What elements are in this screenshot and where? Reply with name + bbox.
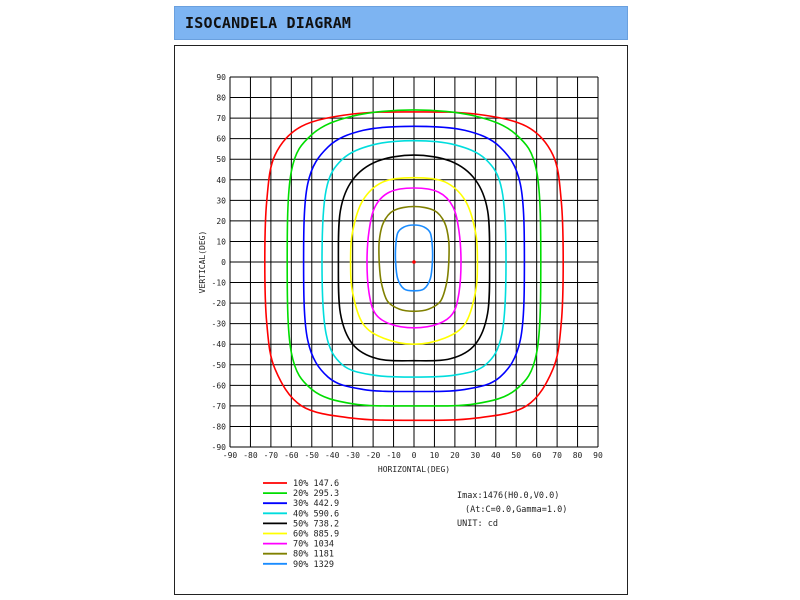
contour-70pct (366, 187, 462, 329)
contour-20pct (286, 109, 542, 407)
x-tick-label: 20 (450, 451, 460, 460)
legend-label: 60% 885.9 (293, 530, 339, 540)
unit-text: UNIT: cd (457, 519, 498, 529)
legend-label: 80% 1181 (293, 550, 334, 560)
max-point-marker (412, 260, 416, 264)
at-text: (At:C=0.0,Gamma=1.0) (465, 505, 567, 515)
contour-30pct (302, 125, 526, 393)
y-tick-label: 10 (216, 237, 226, 246)
y-tick-label: -60 (212, 381, 227, 390)
y-tick-label: -20 (212, 299, 227, 308)
x-tick-label: -10 (386, 451, 401, 460)
y-tick-label: 0 (221, 258, 226, 267)
y-tick-label: -40 (212, 340, 227, 349)
y-tick-label: -70 (212, 402, 227, 411)
x-tick-label: 80 (573, 451, 583, 460)
info-block: Imax:1476(H0.0,V0.0) (At:C=0.0,Gamma=1.0… (457, 491, 567, 529)
y-tick-label: -80 (212, 422, 227, 431)
y-tick-label: -90 (212, 443, 227, 452)
x-tick-label: -90 (223, 451, 238, 460)
y-tick-label: 60 (216, 135, 226, 144)
y-tick-label: 40 (216, 176, 226, 185)
tick-labels: -90 -80 -70 -60 -50 -40 -30 -20 -10 0 10 20 30 40 50 60… (212, 73, 603, 460)
contour-60pct (349, 176, 479, 346)
contour-curves (263, 109, 565, 422)
contour-40pct (321, 139, 507, 378)
legend-label: 40% 590.6 (293, 509, 339, 519)
x-tick-label: -60 (284, 451, 299, 460)
x-tick-label: 10 (430, 451, 440, 460)
x-tick-label: -30 (345, 451, 360, 460)
x-tick-label: -70 (264, 451, 279, 460)
y-tick-label: -50 (212, 361, 227, 370)
y-tick-label: 70 (216, 114, 226, 123)
contour-10pct (263, 111, 565, 422)
x-tick-label: 50 (511, 451, 521, 460)
legend-label: 70% 1034 (293, 540, 334, 550)
x-tick-label: 90 (593, 451, 603, 460)
grid (229, 76, 599, 448)
legend-label: 20% 295.3 (293, 489, 339, 499)
x-tick-label: -80 (243, 451, 258, 460)
y-tick-label: -10 (212, 279, 227, 288)
y-tick-label: 50 (216, 155, 226, 164)
y-tick-label: 30 (216, 196, 226, 205)
legend: 10% 147.620% 295.330% 442.940% 590.650% … (263, 479, 339, 570)
x-tick-label: -20 (366, 451, 381, 460)
x-tick-label: 0 (412, 451, 417, 460)
legend-label: 50% 738.2 (293, 519, 339, 529)
y-tick-label: 90 (216, 73, 226, 82)
legend-label: 30% 442.9 (293, 499, 339, 509)
contour-50pct (337, 154, 491, 362)
imax-text: Imax:1476(H0.0,V0.0) (457, 491, 559, 501)
x-tick-label: -40 (325, 451, 340, 460)
x-tick-label: -50 (305, 451, 320, 460)
chart-frame (174, 45, 628, 595)
page-title: ISOCANDELA DIAGRAM (185, 14, 352, 32)
x-tick-label: 70 (552, 451, 562, 460)
legend-label: 90% 1329 (293, 560, 334, 570)
x-tick-label: 30 (471, 451, 481, 460)
contour-90pct (394, 224, 434, 292)
y-tick-label: -30 (212, 320, 227, 329)
x-tick-label: 40 (491, 451, 501, 460)
legend-label: 10% 147.6 (293, 479, 339, 489)
x-axis-label: HORIZONTAL(DEG) (378, 465, 450, 474)
title-bar: ISOCANDELA DIAGRAM (174, 6, 628, 40)
contour-80pct (378, 205, 450, 313)
x-tick-label: 60 (532, 451, 542, 460)
y-axis-label: VERTICAL(DEG) (198, 231, 207, 294)
y-tick-label: 20 (216, 217, 226, 226)
y-tick-label: 80 (216, 94, 226, 103)
